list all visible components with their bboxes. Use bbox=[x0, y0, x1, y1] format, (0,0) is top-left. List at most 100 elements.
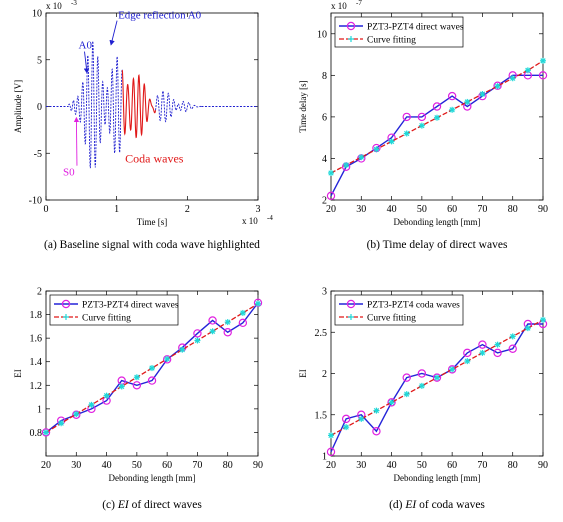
x-tick-label: 30 bbox=[356, 460, 366, 471]
fit-marker-d2 bbox=[358, 154, 364, 160]
panel-caption: (a) Baseline signal with coda wave highl… bbox=[44, 239, 260, 251]
x-tick-label: 50 bbox=[132, 460, 142, 471]
y-tick-label: 1 bbox=[322, 452, 327, 463]
panel-caption: (d) EI of coda waves bbox=[389, 499, 485, 511]
data-point-fit bbox=[540, 57, 546, 64]
data-point-fit bbox=[255, 300, 261, 307]
data-point-measured bbox=[193, 329, 202, 338]
x-tick-label: 30 bbox=[71, 460, 81, 471]
x-tick-label: 20 bbox=[326, 204, 336, 215]
x-tick-label: 80 bbox=[508, 460, 518, 471]
annotation-label: Coda waves bbox=[125, 152, 184, 166]
data-point-fit bbox=[58, 420, 65, 427]
fit-marker-d2 bbox=[404, 391, 410, 397]
data-point-measured bbox=[326, 191, 336, 201]
fit-marker-d2 bbox=[103, 392, 110, 399]
fit-marker-d2 bbox=[119, 383, 125, 390]
data-point-fit bbox=[449, 366, 456, 373]
data-point-fit bbox=[373, 407, 380, 414]
annotation-label: S0 bbox=[63, 167, 75, 179]
fit-marker-d2 bbox=[525, 325, 531, 331]
data-point-fit bbox=[464, 358, 471, 365]
data-point-measured bbox=[208, 316, 217, 325]
fit-marker-d2 bbox=[43, 429, 49, 436]
caption-suffix: of direct waves bbox=[129, 499, 203, 511]
series-line-measured bbox=[45, 302, 259, 433]
fit-marker-d2 bbox=[540, 317, 546, 323]
fit-marker-d2 bbox=[479, 91, 486, 97]
data-point-fit bbox=[103, 392, 110, 399]
data-point-measured bbox=[417, 369, 427, 378]
chart-b: 20 30 40 50 60 70 80 90 2 4 6 8 10 Debonding length [… bbox=[298, 0, 548, 227]
caption-italic: EI bbox=[404, 499, 417, 511]
fit-marker-d2 bbox=[164, 356, 170, 362]
panel-caption: (b) Time delay of direct waves bbox=[367, 239, 508, 251]
fit-marker-d2 bbox=[88, 402, 95, 408]
x-tick-label: 60 bbox=[162, 460, 172, 471]
x-tick-label: 40 bbox=[387, 204, 397, 215]
fit-marker-d2 bbox=[149, 365, 155, 371]
fit-marker-d2 bbox=[134, 374, 140, 380]
y-tick-label: 0 bbox=[37, 102, 42, 113]
x-tick-label: 40 bbox=[102, 460, 112, 471]
data-point-fit bbox=[494, 83, 501, 90]
fit-marker-d2 bbox=[388, 399, 395, 406]
fit-marker-d2 bbox=[510, 75, 516, 81]
data-point-fit bbox=[449, 106, 456, 113]
data-point-fit bbox=[524, 325, 531, 332]
legend-label: Curve fitting bbox=[82, 313, 131, 324]
fit-marker-d2 bbox=[404, 130, 410, 137]
plot-frame bbox=[45, 290, 259, 457]
data-point-measured bbox=[147, 376, 157, 385]
x-tick-label: 1 bbox=[114, 204, 119, 215]
fit-marker-d2 bbox=[449, 366, 455, 373]
data-point-measured bbox=[508, 344, 517, 353]
fit-marker-d2 bbox=[464, 358, 470, 364]
data-point-fit bbox=[434, 114, 440, 121]
chart-d: 20 30 40 50 60 70 80 90 1 1.5 2 2.5 3 Debonding lengt… bbox=[298, 287, 548, 484]
fit-marker-d2 bbox=[373, 407, 380, 414]
x-tick-label: 20 bbox=[326, 460, 336, 471]
data-point-fit bbox=[328, 432, 334, 439]
x-tick-label: 2 bbox=[185, 204, 190, 215]
fit-marker-d2 bbox=[479, 350, 486, 356]
y-tick-label: 0.8 bbox=[30, 428, 43, 439]
data-point-measured bbox=[387, 398, 396, 407]
fit-marker-d2 bbox=[434, 115, 440, 121]
x-multiplier: x 10 bbox=[242, 216, 258, 226]
fit-marker-d2 bbox=[179, 347, 185, 353]
x-tick-label: 90 bbox=[538, 460, 548, 471]
legend-label: Curve fitting bbox=[367, 35, 416, 46]
legend-label: PZT3-PZT4 direct waves bbox=[367, 23, 464, 33]
y-exponent: -7 bbox=[356, 0, 362, 7]
fit-marker-d2 bbox=[73, 411, 79, 417]
data-point-fit bbox=[133, 374, 140, 381]
data-point-fit bbox=[373, 146, 380, 153]
legend-label: PZT3-PZT4 coda waves bbox=[367, 301, 460, 311]
y-tick-label: 1 bbox=[37, 404, 42, 415]
y-exponent: -3 bbox=[71, 0, 77, 7]
data-point-fit bbox=[88, 401, 95, 408]
data-point-fit bbox=[434, 374, 440, 381]
data-point-fit bbox=[403, 391, 410, 398]
y-axis-label: EI bbox=[13, 369, 23, 378]
data-point-fit bbox=[179, 346, 186, 353]
fit-marker-d2 bbox=[343, 162, 349, 168]
x-tick-label: 70 bbox=[477, 460, 487, 471]
y-tick-label: 6 bbox=[322, 112, 327, 123]
data-point-fit bbox=[118, 383, 125, 390]
x-tick-label: 50 bbox=[417, 460, 427, 471]
x-tick-label: 60 bbox=[447, 460, 457, 471]
data-point-fit bbox=[509, 333, 516, 340]
y-tick-label: -5 bbox=[34, 149, 42, 160]
fit-marker-d2 bbox=[510, 333, 516, 340]
annotation-arrow bbox=[73, 116, 80, 166]
coda-wave-line bbox=[121, 70, 157, 139]
y-axis-label: EI bbox=[298, 369, 308, 378]
x-tick-label: 0 bbox=[44, 204, 49, 215]
baseline-signal-tail bbox=[155, 90, 202, 123]
legend: PZT3-PZT4 direct waves Curve fitting bbox=[49, 294, 179, 326]
y-tick-label: 1.4 bbox=[30, 357, 43, 368]
data-point-fit bbox=[479, 349, 486, 356]
